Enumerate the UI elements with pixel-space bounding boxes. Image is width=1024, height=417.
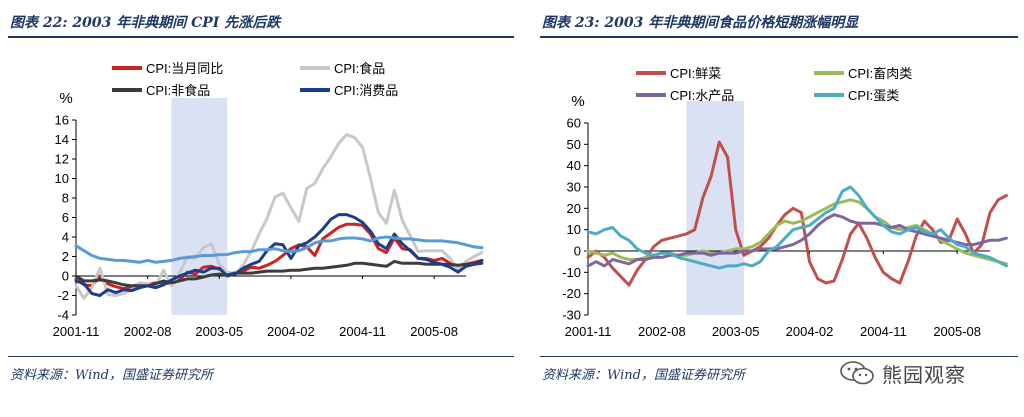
series-line-1 [586,140,1008,287]
x-tick-label: 2003-05 [195,324,243,339]
title-rule [8,36,514,38]
legend-label: CPI:当月同比 [146,61,223,76]
x-tick-label: 2002-08 [638,324,686,339]
y-tick-label: 0 [574,244,581,259]
x-tick-label: 2004-02 [786,324,834,339]
y-tick-label: -30 [562,308,581,323]
y-tick-label: 50 [567,137,581,152]
y-tick-label: 40 [567,158,581,173]
shaded-period [171,98,228,315]
x-tick-label: 2003-05 [712,324,760,339]
y-tick-label: 6 [62,210,69,225]
x-tick-label: 2001-11 [565,324,612,339]
y-tick-label: 4 [62,230,69,245]
x-tick-label: 2005-08 [410,324,458,339]
footer-rule [8,356,514,357]
y-tick-label: 2 [62,249,69,264]
chart-title: 图表 23: 2003 年非典期间食品价格短期涨幅明显 [542,15,859,31]
x-tick-label: 2004-11 [860,324,907,339]
legend-label: CPI:食品 [334,61,385,76]
series-line-3 [74,259,484,288]
y-tick-label: 10 [55,171,69,186]
y-tick-label: 14 [55,132,69,147]
y-axis-unit-label: % [571,93,584,110]
chart-title: 图表 22: 2003 年非典期间 CPI 先涨后跌 [10,15,281,31]
y-axis-unit-label: % [59,90,72,107]
y-tick-label: -2 [57,288,69,303]
series-line-4 [586,185,1008,270]
food-price-chart: -30 -20 -10 0 10 20 30 40 50 60% 2001-11 2002-08 200… [562,66,1008,339]
y-tick-label: 30 [567,180,581,195]
cpi-chart: -4 -2 0 2 4 6 8 10 12 14 16% 2001-11 2002-08 2003-05 2… [53,61,484,339]
x-tick-label: 2001-11 [53,324,100,339]
footer-rule [540,356,1018,357]
series-line-4 [74,213,484,297]
watermark: 熊园观察 [838,358,966,388]
x-tick-label: 2004-02 [267,324,315,339]
right-panel: 图表 23: 2003 年非典期间食品价格短期涨幅明显 -30 -20 -10 0 10… [532,0,1024,417]
legend-label: CPI:鲜菜 [670,66,721,81]
legend-label: CPI:蛋类 [848,88,899,103]
wechat-icon [840,361,874,385]
title-rule [540,36,1018,38]
y-tick-label: 20 [567,201,581,216]
series-line-1 [74,222,484,291]
series-line-3 [586,213,1008,268]
shaded-period [686,101,744,315]
y-tick-label: -20 [562,286,581,301]
y-tick-label: 8 [62,191,69,206]
x-tick-label: 2005-08 [933,324,981,339]
legend-label: CPI:非食品 [146,83,210,98]
source-note: 资料来源：Wind，国盛证券研究所 [542,368,745,383]
left-panel: 图表 22: 2003 年非典期间 CPI 先涨后跌 -4 -2 0 2 4 6 8 10 12… [8,15,514,383]
series-line-5 [74,235,484,264]
legend-label: CPI:水产品 [670,88,734,103]
source-note: 资料来源：Wind，国盛证券研究所 [10,368,213,383]
y-tick-label: 10 [567,222,581,237]
legend-label: CPI:消费品 [334,83,398,98]
x-tick-label: 2002-08 [124,324,172,339]
y-tick-label: -4 [57,308,69,323]
y-tick-label: -10 [562,265,581,280]
series-line-2 [74,133,484,300]
watermark-text: 熊园观察 [882,362,966,387]
y-tick-label: 60 [567,116,581,131]
x-tick-label: 2004-11 [339,324,386,339]
y-tick-label: 16 [55,113,69,128]
y-tick-label: 12 [55,152,69,167]
legend-label: CPI:畜肉类 [848,66,912,81]
y-tick-label: 0 [62,269,69,284]
